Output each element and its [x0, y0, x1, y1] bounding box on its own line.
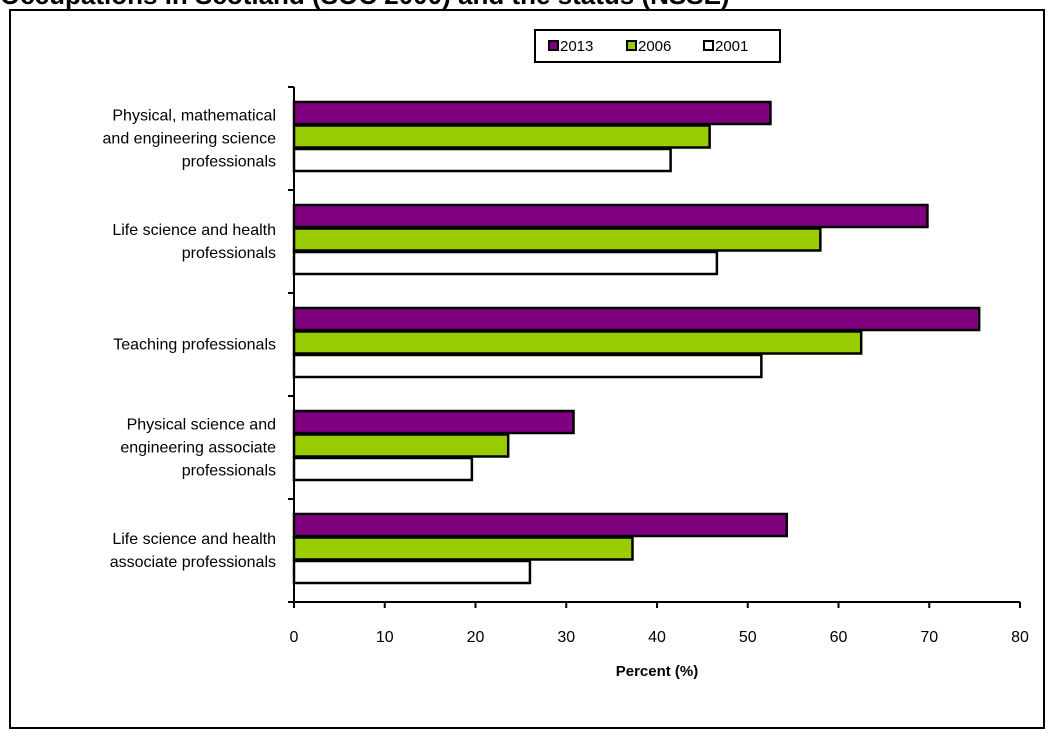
x-tick-label: 10 — [376, 629, 394, 646]
category-label: professionals — [182, 245, 276, 262]
bar-2013-cat-3 — [292, 409, 575, 435]
bar-2001-cat-4 — [292, 559, 532, 585]
bar-2013-cat-4 — [292, 512, 789, 538]
x-tick-label: 80 — [1011, 629, 1029, 646]
x-tick-label: 30 — [557, 629, 575, 646]
category-label: Physical science and — [127, 417, 276, 434]
bar-2001-cat-0 — [292, 147, 672, 173]
bar-2001-cat-1 — [292, 250, 719, 276]
bar-2006-cat-3 — [292, 433, 510, 458]
category-label: professionals — [182, 463, 276, 480]
legend-swatch-2006 — [626, 40, 637, 51]
x-axis-title: Percent (%) — [616, 663, 699, 680]
x-tick-label: 20 — [467, 629, 485, 646]
x-tick-label: 40 — [648, 629, 666, 646]
bar-2001-cat-2 — [292, 353, 763, 379]
category-label: Teaching professionals — [113, 337, 276, 354]
category-label: Life science and health — [112, 531, 276, 548]
bar-2006-cat-0 — [292, 124, 711, 149]
x-tick-label: 60 — [830, 629, 848, 646]
legend-swatch-2001 — [703, 40, 714, 51]
bar-2006-cat-1 — [292, 227, 822, 252]
bar-2013-cat-0 — [292, 100, 772, 126]
category-label: Physical, mathematical — [112, 108, 276, 125]
x-tick-label: 50 — [739, 629, 757, 646]
category-label: associate professionals — [110, 554, 276, 571]
x-tick-label: 0 — [290, 629, 299, 646]
bar-2001-cat-3 — [292, 456, 474, 482]
bar-2006-cat-4 — [292, 536, 634, 561]
category-label: engineering associate — [120, 440, 276, 457]
legend-label-2001: 2001 — [715, 38, 748, 55]
legend-swatch-2013 — [548, 40, 559, 51]
category-label: and engineering science — [103, 131, 277, 148]
page-title: Occupations in Scotland (SOC 2000) and t… — [0, 0, 730, 10]
bar-2006-cat-2 — [292, 330, 863, 355]
legend-box — [534, 29, 781, 63]
legend-label-2006: 2006 — [638, 38, 671, 55]
bar-2013-cat-1 — [292, 203, 929, 229]
category-label: Life science and health — [112, 222, 276, 239]
legend-label-2013: 2013 — [560, 38, 593, 55]
x-tick-label: 70 — [920, 629, 938, 646]
category-label: professionals — [182, 154, 276, 171]
bar-2013-cat-2 — [292, 306, 981, 332]
